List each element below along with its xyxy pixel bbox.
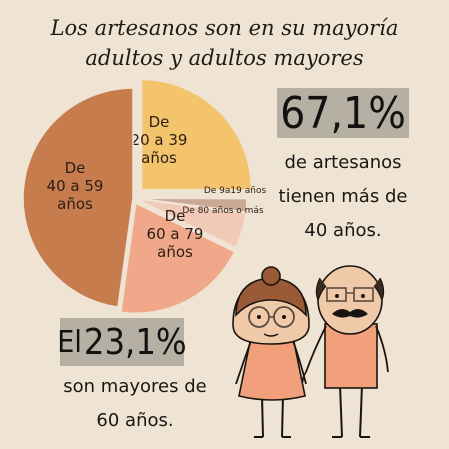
pie-slice-label: De 40 a 59 años <box>47 159 104 213</box>
pie-slice-label: De 80 años o más <box>182 206 264 216</box>
stat2-percentage-value: 23,1% <box>83 321 187 363</box>
pie-slice <box>22 87 134 308</box>
stat-percentage-box: 67,1% <box>277 87 409 139</box>
stat2-description-line: 60 años. <box>96 410 174 431</box>
pie-slice-label: De 60 a 79 años <box>147 207 204 261</box>
stat-percentage-value: 67,1% <box>280 87 406 139</box>
stat2-description-line: son mayores de <box>63 376 207 397</box>
pie-slice <box>140 78 253 191</box>
stat-description-line: 40 años. <box>304 220 382 241</box>
stat2-prefix: El <box>57 324 82 360</box>
chart-title-line-2: adultos y adultos mayores <box>85 46 364 70</box>
stat2-percentage-box: El 23,1% <box>57 318 187 366</box>
grandfather-figure <box>302 265 389 438</box>
pie-slice <box>119 202 236 315</box>
stat-description-line: tienen más de <box>278 186 408 207</box>
pie-slice <box>136 197 248 213</box>
pie-slice-label: De 20 a 39 años <box>131 113 188 167</box>
pie-slice <box>136 198 247 249</box>
chart-title-line-1: Los artesanos son en su mayoría <box>50 16 399 40</box>
stat-description: de artesanos tienen más de 40 años. <box>258 146 428 248</box>
stat-description-line: de artesanos <box>284 152 402 173</box>
grandmother-figure <box>232 266 310 438</box>
pie-slice-label: De 9a19 años <box>204 186 267 196</box>
stat2-description: son mayores de 60 años. <box>50 370 220 438</box>
